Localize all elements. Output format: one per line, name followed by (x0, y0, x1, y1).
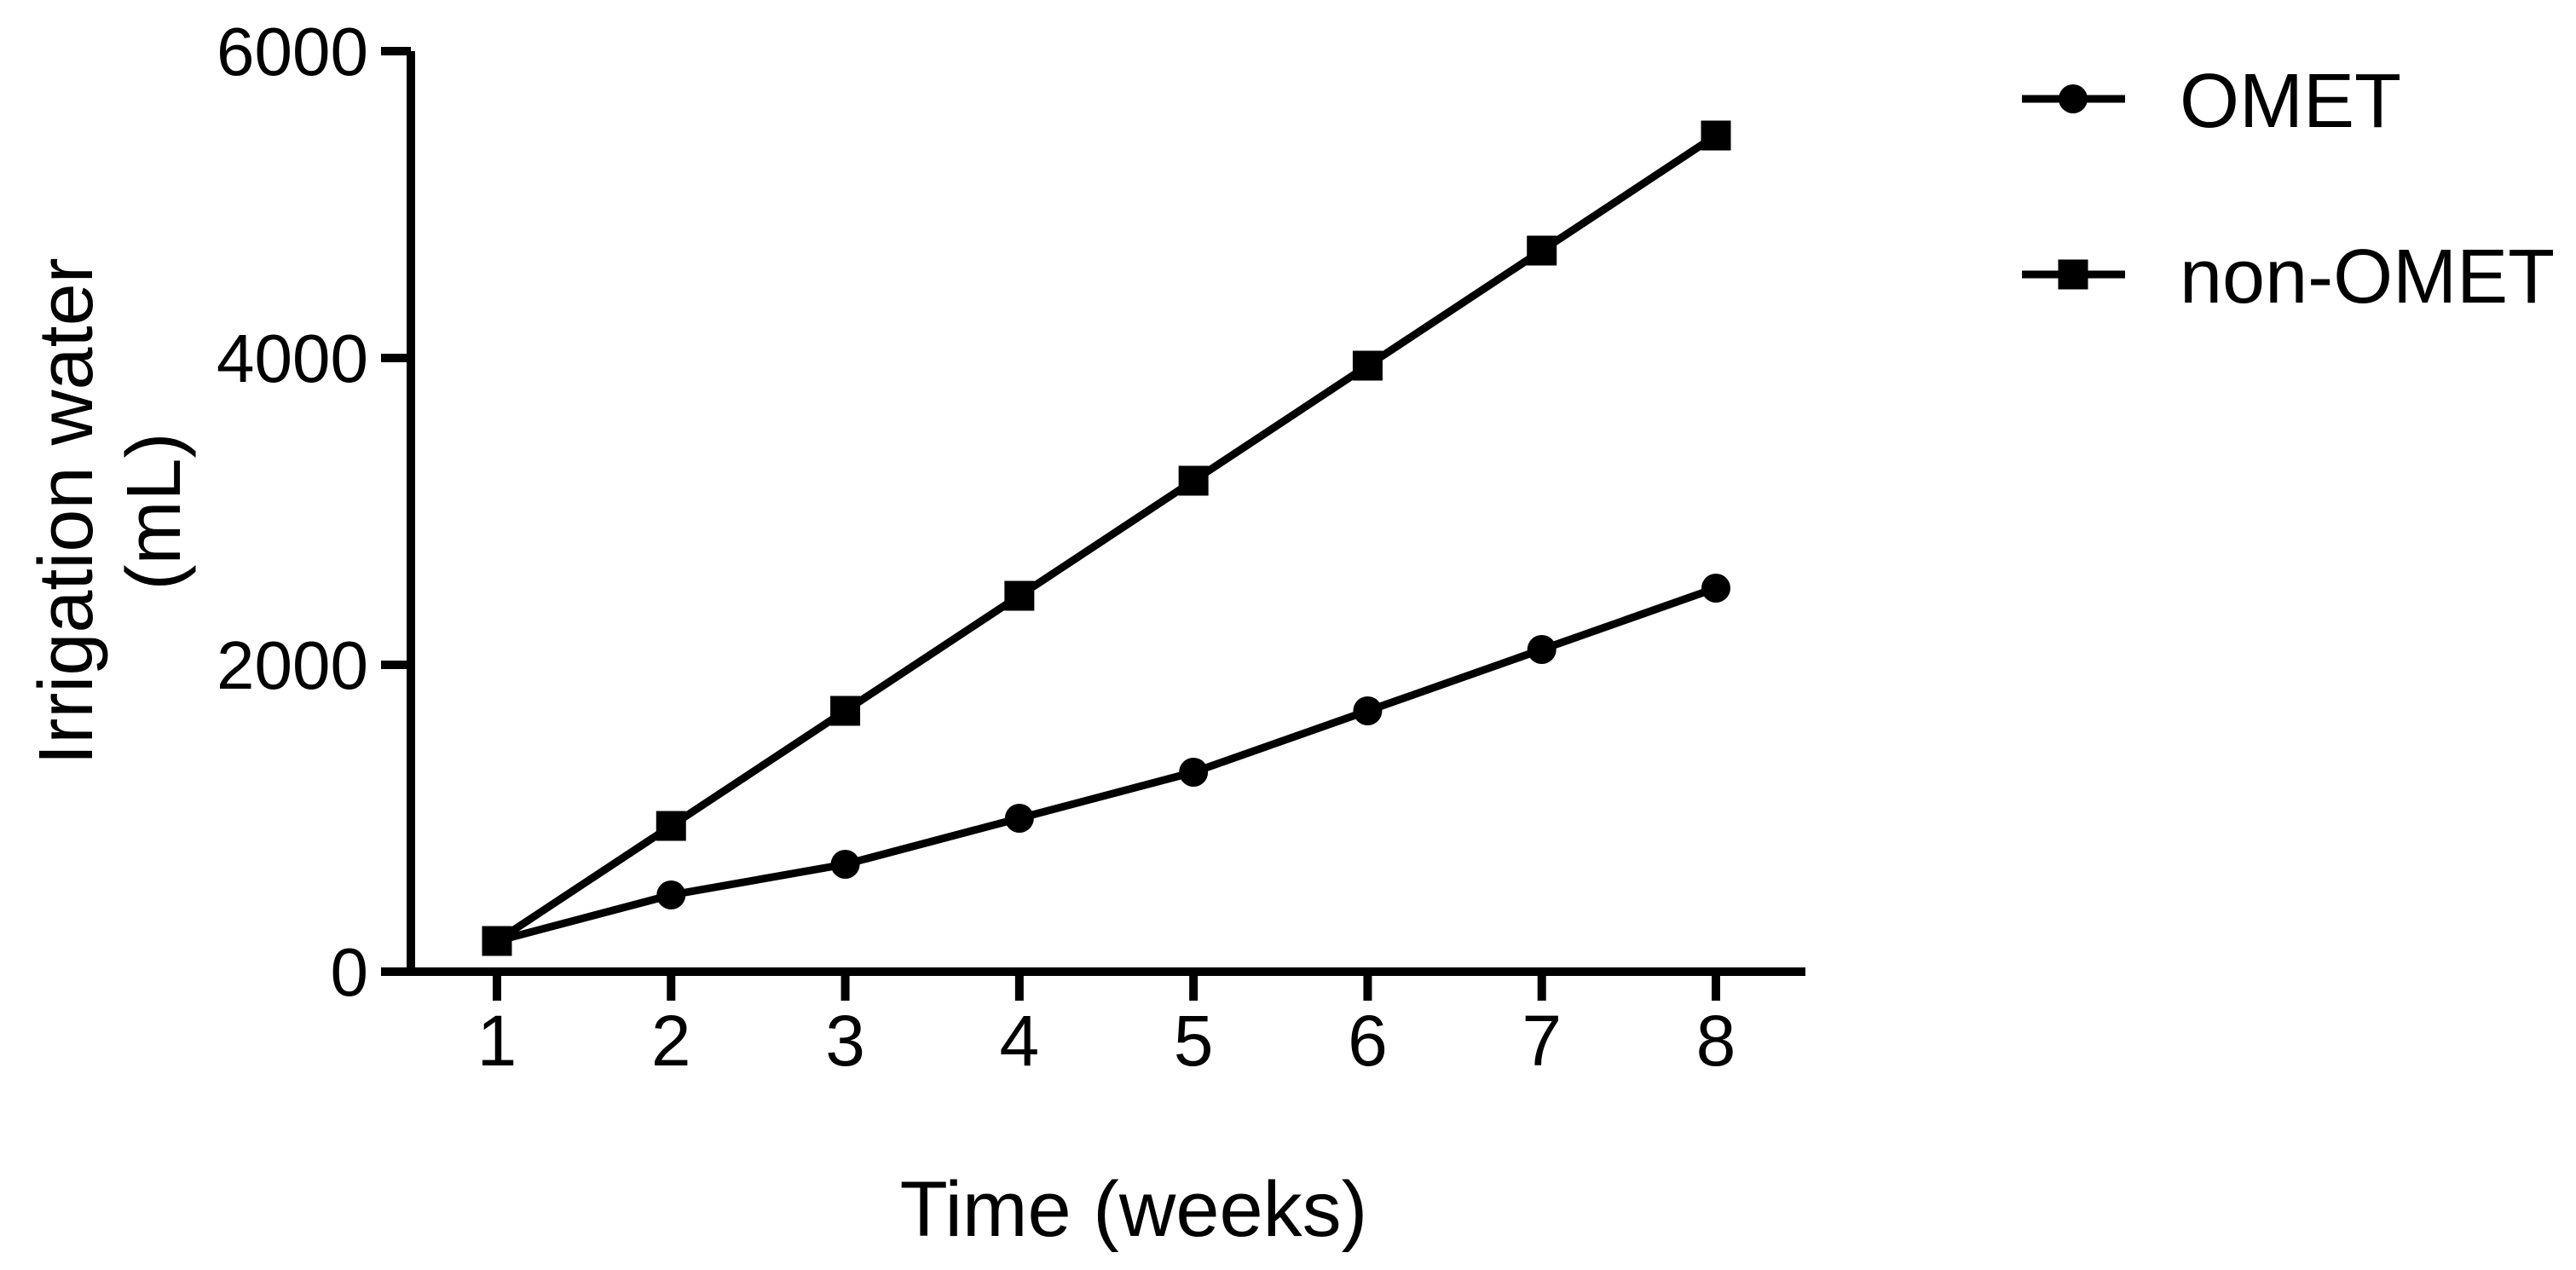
y-tick-label: 4000 (217, 320, 368, 396)
legend-label-omet: OMET (2180, 59, 2401, 144)
axes: 0 2000 4000 6000 1 2 3 4 5 6 7 8 (217, 14, 1805, 1081)
legend-item-non-omet: non-OMET (2022, 234, 2555, 320)
y-tick-label: 0 (331, 934, 369, 1010)
series-non-omet-marker (1527, 235, 1557, 266)
series-omet-marker (1527, 635, 1557, 664)
y-tick-label: 6000 (217, 14, 368, 89)
y-axis-title-line2: (mL) (112, 433, 197, 591)
series-non-omet-marker (830, 696, 861, 726)
series-non-omet-marker (1004, 580, 1035, 611)
series-omet-marker (656, 880, 686, 909)
series-non-omet-marker (1701, 120, 1731, 151)
series-omet-marker (1179, 758, 1209, 787)
series-omet-line (495, 584, 1718, 945)
x-tick-label: 5 (1174, 1001, 1214, 1081)
y-axis-title-line1: Irrigation water (24, 257, 109, 765)
series-omet-marker (830, 850, 860, 879)
series-non-omet-marker (482, 926, 512, 956)
x-tick-label: 4 (999, 1001, 1039, 1081)
series-omet-marker (1701, 574, 1730, 603)
series-non-omet-marker (1352, 350, 1383, 381)
x-tick-label: 8 (1696, 1001, 1736, 1081)
x-tick-label: 7 (1522, 1001, 1562, 1081)
series-non-omet-marker (656, 811, 686, 841)
legend: OMET non-OMET (2022, 59, 2555, 320)
series-omet-marker (1353, 696, 1383, 725)
legend-circle-icon (2059, 84, 2088, 113)
x-tick-label: 3 (825, 1001, 865, 1081)
x-tick-label: 1 (477, 1001, 517, 1081)
series-non-omet-line (494, 132, 1718, 944)
series-omet-marker (1004, 804, 1034, 833)
series-non-omet-marker (1178, 465, 1209, 496)
x-tick-label: 2 (651, 1001, 691, 1081)
x-tick-label: 6 (1348, 1001, 1388, 1081)
series-non-omet (482, 120, 1731, 956)
series-omet (482, 574, 1730, 955)
x-axis-title: Time (weeks) (900, 1166, 1368, 1253)
legend-square-icon (2058, 259, 2088, 290)
legend-label-non-omet: non-OMET (2180, 234, 2555, 320)
legend-item-omet: OMET (2022, 59, 2401, 144)
y-tick-label: 2000 (217, 627, 368, 703)
